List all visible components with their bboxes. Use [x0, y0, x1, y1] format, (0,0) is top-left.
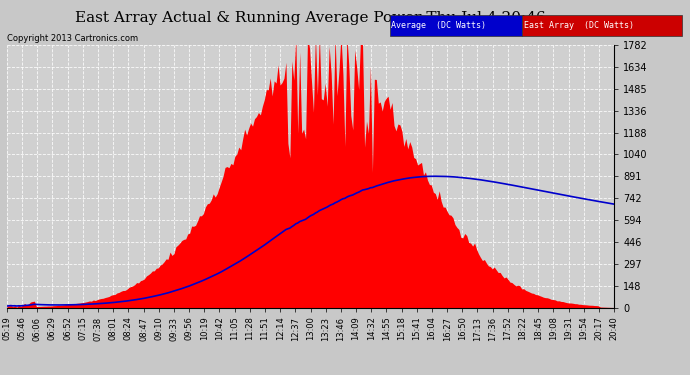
- Text: East Array Actual & Running Average Power Thu Jul 4 20:46: East Array Actual & Running Average Powe…: [75, 11, 546, 25]
- Text: Average  (DC Watts): Average (DC Watts): [391, 21, 486, 30]
- Text: Copyright 2013 Cartronics.com: Copyright 2013 Cartronics.com: [7, 34, 138, 43]
- Text: East Array  (DC Watts): East Array (DC Watts): [524, 21, 633, 30]
